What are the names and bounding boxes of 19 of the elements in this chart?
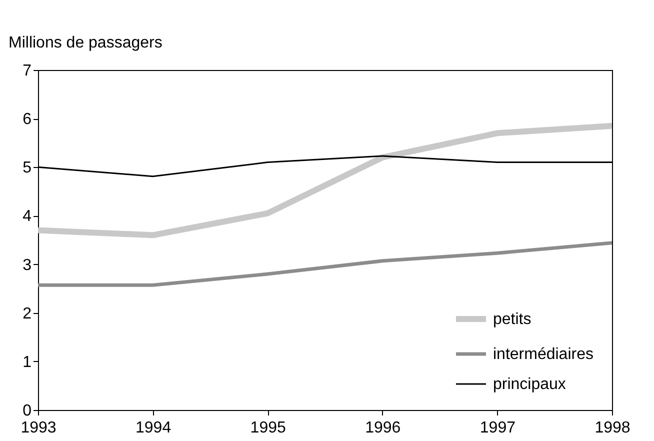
- legend-label: intermédiaires: [493, 346, 594, 363]
- y-tick-label: 2: [22, 305, 32, 322]
- line-series: [36, 241, 614, 287]
- y-tick-label: 3: [22, 256, 32, 274]
- y-axis-title: Millions de passagers: [8, 34, 162, 52]
- legend-label: principaux: [493, 376, 566, 393]
- y-tick-label: 0: [22, 402, 32, 420]
- y-tick-label: 1: [22, 354, 32, 371]
- x-tick-label: 1993: [20, 420, 56, 436]
- y-tick-label: 6: [22, 111, 32, 128]
- y-tick-label: 4: [22, 208, 32, 226]
- x-tick-label: 1994: [136, 420, 172, 436]
- legend-label: petits: [493, 311, 532, 328]
- x-tick-label: 1998: [594, 420, 630, 436]
- x-tick-label: 1995: [250, 420, 286, 436]
- y-tick-label: 7: [22, 62, 32, 80]
- x-tick-label: 1996: [365, 420, 401, 436]
- x-tick-label: 1997: [480, 420, 516, 436]
- y-tick-label: 5: [22, 160, 32, 177]
